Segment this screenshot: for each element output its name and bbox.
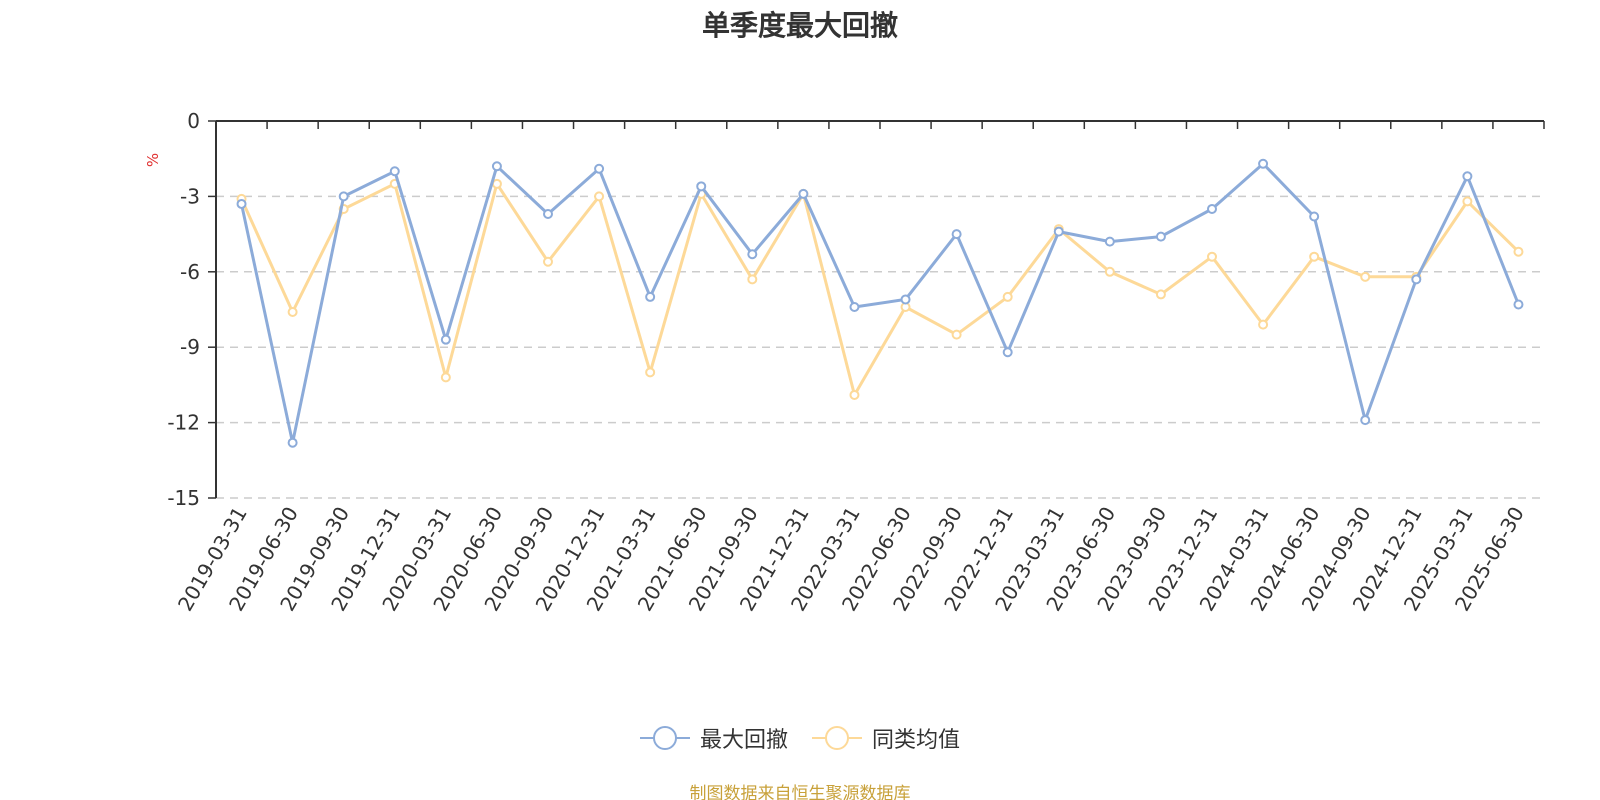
y-axis-unit-label: %	[144, 153, 162, 167]
series-0-point[interactable]	[287, 437, 298, 448]
y-tick-label: 0	[187, 109, 200, 133]
series-0-point[interactable]	[696, 181, 707, 192]
series-0-point[interactable]	[747, 249, 758, 260]
legend-swatch-max-drawdown	[639, 725, 690, 751]
series-1-point[interactable]	[287, 307, 298, 318]
y-tick-label: -9	[180, 335, 200, 359]
y-tick-label: -3	[180, 184, 200, 208]
series-0-point[interactable]	[1053, 226, 1064, 237]
series-1-point[interactable]	[1462, 196, 1473, 207]
chart-title: 单季度最大回撤	[701, 9, 898, 42]
series-1-point[interactable]	[543, 256, 553, 267]
series-1-point[interactable]	[594, 191, 605, 202]
series-0-point[interactable]	[440, 334, 451, 345]
axis-layer: 0-3-6-9-12-152019-03-312019-06-302019-09…	[167, 109, 1545, 615]
series-0-point[interactable]	[594, 163, 605, 174]
series-1-point[interactable]	[645, 367, 656, 378]
series-0-point[interactable]	[798, 188, 809, 199]
series-0-point[interactable]	[491, 161, 502, 172]
series-0-point[interactable]	[389, 166, 400, 177]
series-layer	[236, 158, 1524, 448]
series-1-point[interactable]	[1207, 251, 1217, 262]
series-1-point[interactable]	[1002, 291, 1013, 302]
series-1-point[interactable]	[1513, 246, 1524, 257]
source-note: 制图数据来自恒生聚源数据库	[689, 784, 911, 800]
legend-item-peer-average[interactable]: 同类均值	[812, 722, 960, 754]
series-0-point[interactable]	[1002, 347, 1013, 358]
series-1-point[interactable]	[1258, 319, 1269, 330]
series-0-point[interactable]	[1513, 299, 1524, 310]
series-1-point[interactable]	[1104, 266, 1115, 277]
series-0-point[interactable]	[951, 229, 962, 240]
series-line-0	[240, 162, 1520, 445]
series-1-point[interactable]	[1155, 289, 1166, 300]
grid-layer	[216, 195, 1544, 499]
series-1-point[interactable]	[1360, 271, 1371, 282]
series-1-point[interactable]	[849, 389, 860, 400]
series-0-point[interactable]	[1360, 415, 1371, 426]
series-0-point[interactable]	[236, 198, 247, 209]
y-tick-label: -6	[180, 260, 200, 284]
series-0-point[interactable]	[1104, 236, 1115, 247]
series-0-point[interactable]	[1309, 211, 1320, 222]
y-tick-label: -12	[167, 411, 200, 435]
series-1-point[interactable]	[1309, 251, 1320, 262]
series-0-point[interactable]	[338, 191, 349, 202]
series-0-point[interactable]	[1155, 231, 1166, 242]
series-1-point[interactable]	[491, 178, 502, 189]
series-0-point[interactable]	[849, 301, 860, 312]
series-0-point[interactable]	[1207, 203, 1217, 214]
series-0-point[interactable]	[1462, 171, 1473, 182]
series-1-point[interactable]	[951, 329, 962, 340]
series-0-point[interactable]	[645, 291, 656, 302]
series-1-point[interactable]	[440, 372, 451, 383]
legend-label-peer-average: 同类均值	[872, 728, 961, 753]
series-0-point[interactable]	[1258, 158, 1269, 169]
legend-swatch-peer-average	[812, 725, 862, 751]
series-0-point[interactable]	[543, 208, 553, 219]
y-tick-label: -15	[167, 486, 200, 510]
series-0-point[interactable]	[900, 294, 911, 305]
series-0-point[interactable]	[1411, 274, 1422, 285]
legend-label-max-drawdown: 最大回撤	[699, 728, 788, 753]
legend: 最大回撤 同类均值	[0, 722, 1600, 754]
series-1-point[interactable]	[747, 274, 758, 285]
series-line-1	[240, 182, 1520, 397]
legend-item-max-drawdown[interactable]: 最大回撤	[639, 722, 788, 754]
line-chart: 0-3-6-9-12-152019-03-312019-06-302019-09…	[144, 109, 1545, 615]
